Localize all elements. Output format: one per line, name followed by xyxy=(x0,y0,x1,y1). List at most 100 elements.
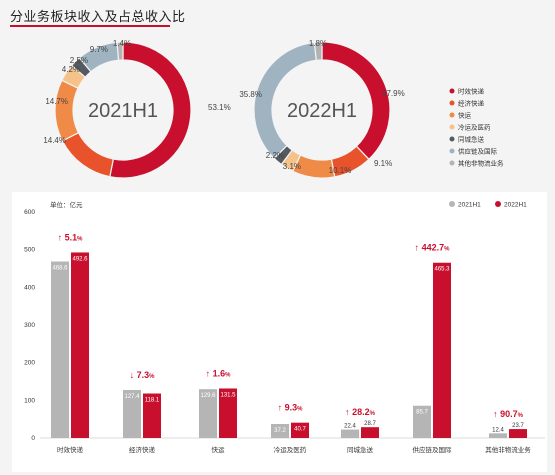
change-arrow: ↑ xyxy=(493,409,500,419)
donut-2-pct-label: 35.8% xyxy=(239,90,262,99)
bar-2021h1 xyxy=(199,389,217,438)
bar-2022h1 xyxy=(291,422,309,438)
legend-label: 供应链及国际 xyxy=(458,147,498,156)
donut-1-pct-label: 9.7% xyxy=(90,45,108,54)
bar-2021h1 xyxy=(489,433,507,438)
y-tick-label: 300 xyxy=(24,322,35,329)
legend-marker xyxy=(449,100,455,106)
donut-1-pct-label: 53.1% xyxy=(208,103,231,112)
bar-value-label: 40.7 xyxy=(294,427,306,433)
legend-label: 冷运及医药 xyxy=(458,123,491,132)
bar-2022h1 xyxy=(433,262,451,438)
change-percent-sign: % xyxy=(444,247,450,253)
x-tick-label: 同城急送 xyxy=(347,445,374,454)
bar-value-label: 131.5 xyxy=(220,392,236,398)
change-percent-sign: % xyxy=(225,372,231,378)
change-annotation: ↑ 28.2% xyxy=(345,407,376,417)
bar-value-label: 28.7 xyxy=(364,421,376,427)
bar-legend-label: 2021H1 xyxy=(458,202,481,209)
bar-value-label: 492.6 xyxy=(72,256,88,262)
bar-legend-label: 2022H1 xyxy=(504,202,527,209)
change-annotation: ↑ 1.6% xyxy=(206,368,232,378)
donut-2-pct-label: 1.8% xyxy=(309,39,327,48)
donut-2-center-label: 2022H1 xyxy=(287,100,357,122)
bar-value-label: 465.3 xyxy=(434,267,450,273)
y-tick-label: 600 xyxy=(24,209,35,216)
change-arrow: ↑ xyxy=(206,368,213,378)
legend-marker xyxy=(449,136,455,142)
y-tick-label: 100 xyxy=(24,397,35,404)
change-value: 9.3 xyxy=(285,403,298,413)
bar-2021h1 xyxy=(271,423,289,438)
change-value: 28.2 xyxy=(352,407,370,417)
bar-value-label: 127.4 xyxy=(124,394,140,400)
change-arrow: ↓ xyxy=(130,370,137,380)
x-tick-label: 时效快递 xyxy=(57,445,84,454)
donut-2-pct-label: 2.2% xyxy=(266,151,284,160)
bar-legend-marker xyxy=(449,201,455,207)
unit-label: 单位：亿元 xyxy=(50,200,83,209)
change-value: 90.7 xyxy=(500,409,518,419)
bar-value-label: 468.6 xyxy=(52,265,68,271)
bar-2022h1 xyxy=(143,393,161,438)
x-tick-label: 其他非物流业务 xyxy=(485,445,531,454)
change-percent-sign: % xyxy=(518,413,524,419)
bar-2022h1 xyxy=(509,429,527,438)
bar-value-label: 12.4 xyxy=(492,427,504,433)
change-annotation: ↑ 90.7% xyxy=(493,409,524,419)
legend-marker xyxy=(449,160,455,166)
change-annotation: ↓ 7.3% xyxy=(130,370,156,380)
donut-1-slice-6 xyxy=(116,41,124,61)
donut-1-pct-label: 14.7% xyxy=(45,97,68,106)
bar-legend-marker xyxy=(495,201,501,207)
x-tick-label: 经济快递 xyxy=(129,445,156,454)
x-tick-label: 供应链及国际 xyxy=(413,445,453,454)
change-percent-sign: % xyxy=(297,407,303,413)
legend-label: 同城急送 xyxy=(458,135,485,144)
bar-2022h1 xyxy=(219,388,237,438)
change-percent-sign: % xyxy=(149,374,155,380)
donut-2-pct-label: 10.1% xyxy=(329,166,352,175)
legend-label: 快运 xyxy=(458,111,472,120)
donut-2-slice-6 xyxy=(313,41,323,61)
x-tick-label: 冷运及医药 xyxy=(274,445,307,454)
bar-value-label: 118.1 xyxy=(145,398,160,404)
change-value: 442.7 xyxy=(422,243,445,253)
y-tick-label: 500 xyxy=(24,247,35,254)
donut-1-pct-label: 2.5% xyxy=(70,56,88,65)
legend-label: 经济快递 xyxy=(458,99,485,108)
bar-value-label: 129.6 xyxy=(200,393,216,399)
bar-value-label: 85.7 xyxy=(416,410,428,416)
bar-2021h1 xyxy=(413,405,431,438)
change-annotation: ↑ 5.1% xyxy=(58,232,84,242)
donut-1-pct-label: 4.2% xyxy=(62,65,80,74)
bar-2021h1 xyxy=(51,261,69,438)
x-tick-label: 快运 xyxy=(212,445,226,454)
change-annotation: ↑ 9.3% xyxy=(278,403,304,413)
change-arrow: ↑ xyxy=(345,407,352,417)
change-arrow: ↑ xyxy=(58,232,65,242)
change-value: 5.1 xyxy=(65,232,78,242)
donut-2-pct-label: 37.9% xyxy=(382,89,405,98)
bar-2022h1 xyxy=(71,252,89,438)
legend-marker xyxy=(449,124,455,130)
y-tick-label: 200 xyxy=(24,360,35,367)
title-underline xyxy=(10,25,170,27)
change-arrow: ↑ xyxy=(278,403,285,413)
bar-2022h1 xyxy=(361,427,379,438)
change-value: 7.3 xyxy=(137,370,150,380)
donut-1-slice-1 xyxy=(61,131,115,178)
donut-2-pct-label: 3.1% xyxy=(283,162,301,171)
y-tick-label: 400 xyxy=(24,284,35,291)
bar-value-label: 37.2 xyxy=(274,428,286,434)
bar-value-label: 22.4 xyxy=(344,424,356,430)
legend-marker xyxy=(449,112,455,118)
bar-2021h1 xyxy=(341,429,359,438)
donut-1-slice-2 xyxy=(54,79,80,142)
change-value: 1.6 xyxy=(213,368,226,378)
donut-1-center-label: 2021H1 xyxy=(88,100,158,122)
legend-marker xyxy=(449,148,455,154)
legend-label: 时效快递 xyxy=(458,87,485,96)
change-arrow: ↑ xyxy=(415,243,422,253)
